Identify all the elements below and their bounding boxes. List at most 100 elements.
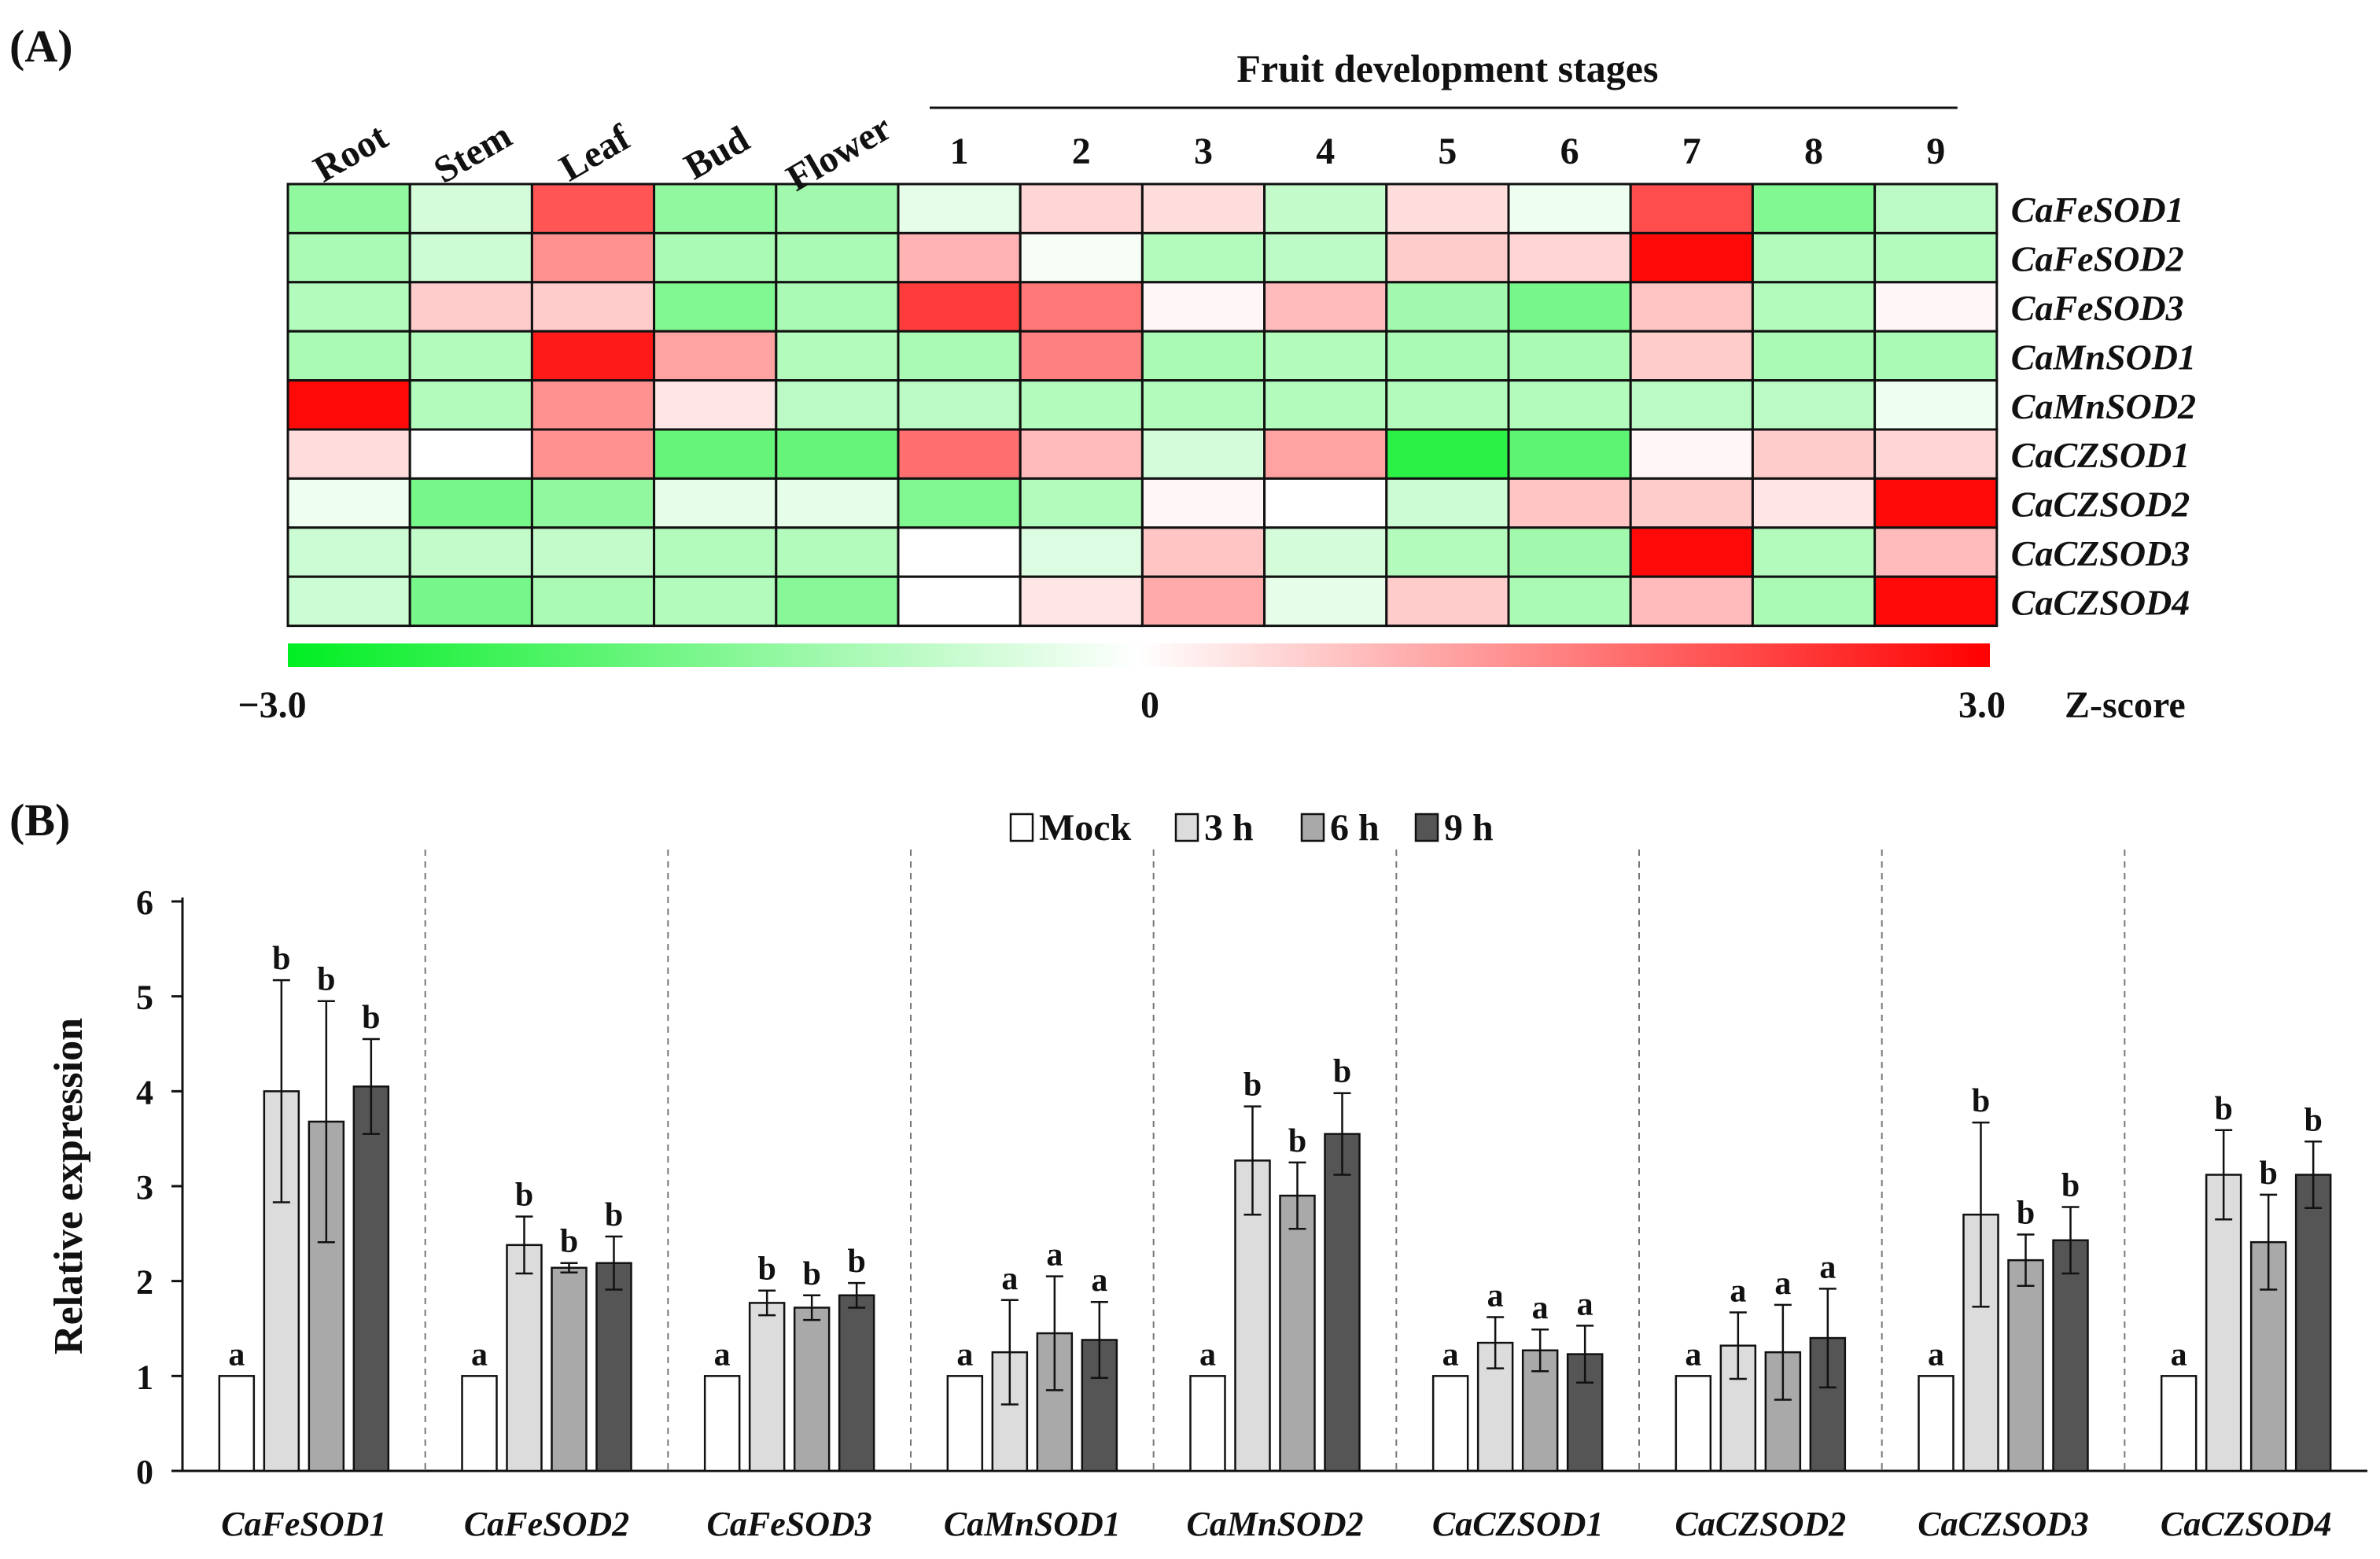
- heatmap-cell: [408, 477, 533, 529]
- heatmap-cell: [1507, 231, 1632, 284]
- significance-letter: b: [2061, 1168, 2080, 1204]
- colorbar-mid-label: 0: [1140, 684, 1159, 726]
- significance-letter: a: [2171, 1336, 2187, 1373]
- legend-label: Mock: [1039, 807, 1132, 849]
- significance-letter: b: [1333, 1054, 1351, 1090]
- heatmap-cell: [1385, 379, 1510, 431]
- heatmap-row-label: CaFeSOD1: [2011, 190, 2184, 230]
- heatmap-row-label: CaCZSOD1: [2011, 435, 2190, 475]
- x-category-label: CaCZSOD2: [1675, 1505, 1847, 1543]
- heatmap-cell: [1507, 182, 1632, 234]
- panel-a-label: (A): [9, 20, 73, 72]
- bar: [551, 1266, 588, 1472]
- heatmap-cell: [775, 231, 900, 284]
- significance-letter: a: [1577, 1286, 1593, 1322]
- heatmap-column-label: Bud: [677, 118, 757, 188]
- heatmap-cell: [897, 281, 1022, 333]
- heatmap-cell: [897, 428, 1022, 480]
- heatmap-cell: [530, 526, 656, 578]
- heatmap-cell: [1629, 231, 1754, 284]
- legend-swatch: [1009, 813, 1034, 842]
- significance-letter: b: [605, 1197, 623, 1233]
- heatmap-cell: [1263, 526, 1388, 578]
- significance-letter: b: [317, 962, 335, 998]
- bar: [2160, 1375, 2198, 1472]
- heatmap-cell: [1140, 428, 1266, 480]
- heatmap-cell: [1140, 330, 1266, 382]
- significance-letter: b: [560, 1224, 578, 1260]
- heatmap-stage-label: 5: [1438, 131, 1457, 172]
- heatmap-cell: [286, 526, 411, 578]
- heatmap-cell: [897, 526, 1022, 578]
- y-tick-label: 6: [136, 883, 153, 922]
- bar: [352, 1085, 390, 1472]
- heatmap-cell: [530, 231, 656, 284]
- heatmap-cell: [1385, 281, 1510, 333]
- heatmap-cell: [530, 379, 656, 431]
- legend-swatch: [1414, 813, 1439, 842]
- colorbar-min-label: −3.0: [238, 684, 306, 726]
- heatmap-cell: [775, 379, 900, 431]
- heatmap-cell: [1140, 477, 1266, 529]
- heatmap-cell: [408, 526, 533, 578]
- heatmap-cell: [1629, 428, 1754, 480]
- heatmap-cell: [775, 182, 900, 234]
- heatmap-cell: [408, 575, 533, 628]
- heatmap-stage-label: 9: [1926, 131, 1945, 172]
- heatmap-cell: [653, 526, 778, 578]
- heatmap-stage-label: 7: [1682, 131, 1701, 172]
- bar: [2294, 1174, 2332, 1472]
- heatmap-cell: [286, 281, 411, 333]
- significance-letter: a: [1442, 1336, 1459, 1373]
- bar: [218, 1375, 256, 1472]
- y-tick-label: 2: [136, 1263, 153, 1302]
- heatmap-cell: [1629, 575, 1754, 628]
- bar: [461, 1375, 498, 1472]
- bar: [506, 1244, 543, 1472]
- heatmap-cell: [408, 428, 533, 480]
- heatmap-cell: [1873, 575, 1999, 628]
- heatmap-cell: [1751, 477, 1877, 529]
- heatmap-cell: [653, 428, 778, 480]
- significance-letter: a: [1001, 1261, 1018, 1297]
- heatmap-cell: [1263, 575, 1388, 628]
- heatmap-cell: [653, 575, 778, 628]
- heatmap-cell: [286, 575, 411, 628]
- significance-letter: b: [2017, 1196, 2035, 1232]
- heatmap-cell: [775, 330, 900, 382]
- significance-letter: a: [228, 1336, 245, 1373]
- heatmap-cell: [1629, 182, 1754, 234]
- legend-label: 9 h: [1444, 807, 1494, 849]
- heatmap-cell: [1385, 182, 1510, 234]
- bar: [2007, 1259, 2044, 1472]
- heatmap-cell: [653, 182, 778, 234]
- heatmap-cell: [1263, 477, 1388, 529]
- heatmap-stage-label: 1: [950, 131, 969, 172]
- heatmap-cell: [1751, 526, 1877, 578]
- heatmap-cell: [897, 379, 1022, 431]
- heatmap-cell: [897, 330, 1022, 382]
- heatmap-row-label: CaMnSOD1: [2011, 337, 2196, 377]
- heatmap-cell: [1751, 182, 1877, 234]
- significance-letter: a: [1046, 1237, 1063, 1273]
- legend-label: 6 h: [1330, 807, 1380, 849]
- y-tick-label: 0: [136, 1453, 153, 1491]
- heatmap-cell: [286, 330, 411, 382]
- heatmap-chart: CaFeSOD1 CaFeSOD2 CaFeSOD3 CaMnSOD1 CaMnSOD2…: [286, 46, 2196, 628]
- significance-letter: a: [956, 1336, 973, 1373]
- heatmap-column-label: Leaf: [553, 116, 638, 190]
- heatmap-cell: [1751, 379, 1877, 431]
- heatmap-cell: [1751, 428, 1877, 480]
- heatmap-row-label: CaFeSOD2: [2011, 239, 2184, 279]
- significance-letter: b: [1243, 1067, 1262, 1104]
- heatmap-stage-label: 2: [1072, 131, 1091, 172]
- heatmap-cell: [1019, 428, 1144, 480]
- significance-letter: b: [1288, 1123, 1306, 1159]
- bar: [1719, 1344, 1757, 1472]
- bar: [1279, 1194, 1316, 1472]
- significance-letter: a: [471, 1336, 488, 1373]
- colorbar-max-label: 3.0: [1958, 684, 2006, 726]
- heatmap-cell: [775, 428, 900, 480]
- heatmap-cell: [1019, 281, 1144, 333]
